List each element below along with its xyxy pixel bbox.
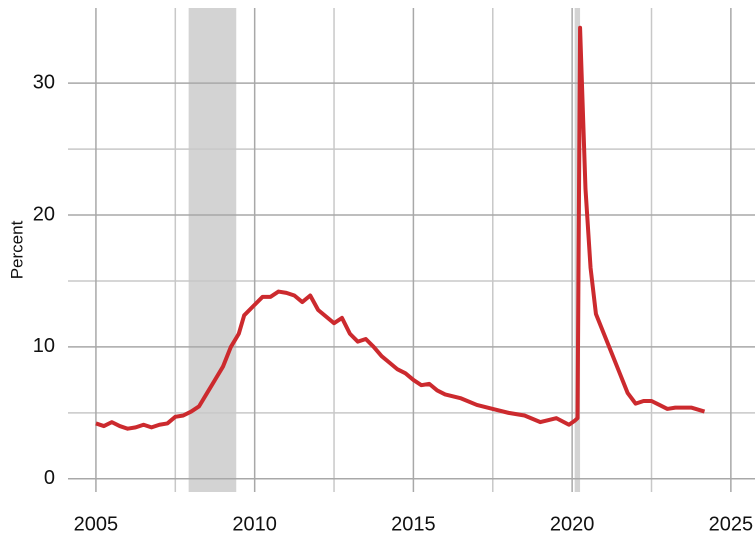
- x-tick-label: 2005: [74, 513, 119, 535]
- y-tick-label: 30: [33, 71, 55, 93]
- x-tick-label: 2025: [709, 513, 754, 535]
- series-line: [95, 25, 706, 431]
- x-tick-label: 2010: [232, 513, 277, 535]
- recession-shade: [188, 8, 237, 492]
- x-tick-label: 2020: [550, 513, 595, 535]
- y-tick-label: 10: [33, 335, 55, 357]
- y-tick-label: 0: [44, 467, 55, 489]
- y-tick-label: 20: [33, 203, 55, 225]
- x-tick-label: 2015: [391, 513, 436, 535]
- y-axis-label: Percent: [7, 220, 26, 279]
